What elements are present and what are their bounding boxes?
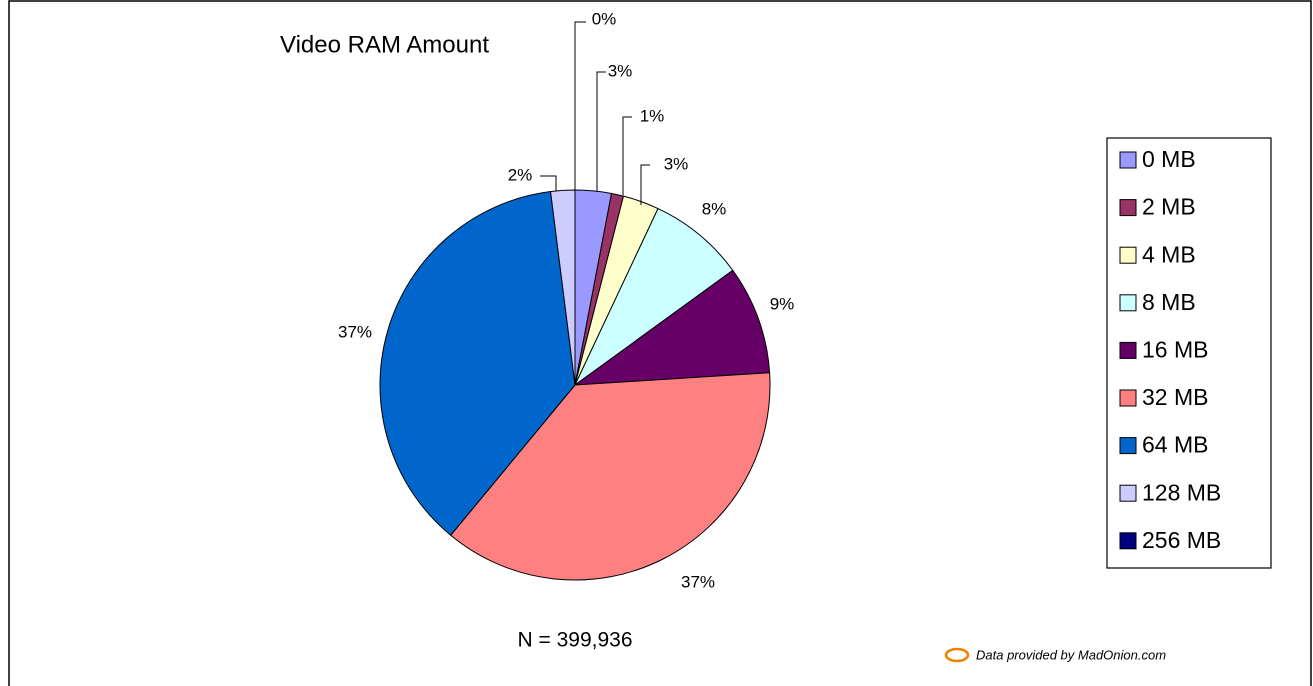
pie-slice bbox=[379, 190, 576, 536]
legend-swatch bbox=[1119, 341, 1137, 359]
legend-label: 64 MB bbox=[1142, 432, 1208, 458]
source-note: Data provided by MadOnion.com bbox=[976, 647, 1166, 662]
leader-line bbox=[622, 116, 632, 195]
legend-swatch bbox=[1119, 389, 1137, 407]
legend-swatch bbox=[1119, 151, 1137, 169]
legend-label: 8 MB bbox=[1142, 289, 1196, 315]
pie-slice bbox=[573, 269, 771, 386]
data-label: 2% bbox=[508, 165, 533, 184]
legend-swatch bbox=[1119, 437, 1137, 455]
legend-label: 4 MB bbox=[1142, 241, 1196, 267]
legend-label: 32 MB bbox=[1142, 384, 1208, 410]
legend-label: 128 MB bbox=[1142, 479, 1221, 505]
data-label: 8% bbox=[702, 199, 727, 218]
pie-slice bbox=[449, 372, 771, 581]
legend-label: 16 MB bbox=[1142, 336, 1208, 362]
legend-label: 2 MB bbox=[1142, 194, 1196, 220]
data-label: 37% bbox=[681, 572, 715, 591]
legend-swatch bbox=[1119, 294, 1137, 312]
data-label: 1% bbox=[640, 106, 665, 125]
data-label: 9% bbox=[770, 294, 795, 313]
legend-swatch bbox=[1119, 246, 1137, 264]
leader-line bbox=[574, 21, 586, 190]
chart-title: Video RAM Amount bbox=[280, 31, 489, 58]
legend-swatch bbox=[1119, 199, 1137, 217]
legend-label: 256 MB bbox=[1142, 527, 1221, 553]
leader-line bbox=[640, 164, 650, 205]
leader-line bbox=[540, 175, 557, 191]
legend-swatch bbox=[1119, 484, 1137, 502]
data-label: 37% bbox=[338, 322, 372, 341]
sample-size: N = 399,936 bbox=[517, 629, 632, 652]
legend-swatch bbox=[1119, 532, 1137, 550]
data-label: 0% bbox=[592, 9, 617, 28]
logo bbox=[944, 647, 970, 663]
leader-line bbox=[596, 71, 606, 191]
data-label: 3% bbox=[664, 154, 689, 173]
legend-label: 0 MB bbox=[1142, 146, 1196, 172]
data-label: 3% bbox=[608, 61, 633, 80]
pie-slice bbox=[574, 207, 734, 386]
